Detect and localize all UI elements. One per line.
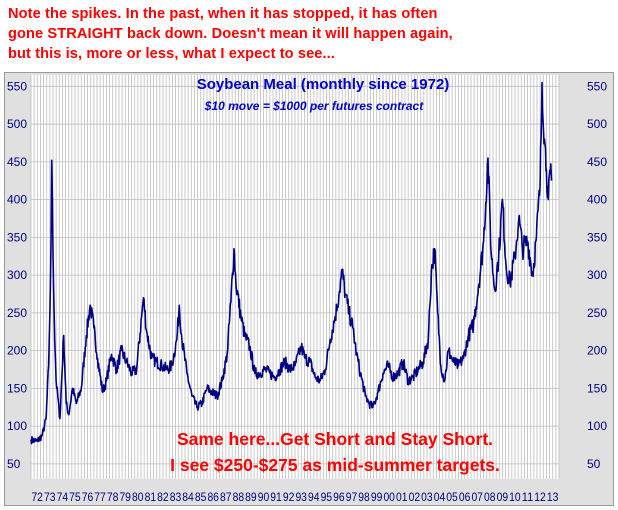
x-tick-label: 10: [509, 490, 521, 504]
x-tick-label: 07: [471, 490, 483, 504]
note-line-3: but this is, more or less, what I expect…: [8, 46, 335, 62]
y-tick-label-right: 300: [587, 268, 607, 282]
note-line-2: gone STRAIGHT back down. Doesn't mean it…: [8, 26, 453, 42]
grid: [30, 75, 560, 479]
x-tick-label: 95: [321, 490, 333, 504]
annotation-line-1: Same here...Get Short and Stay Short.: [177, 429, 493, 449]
y-tick-label-right: 450: [587, 155, 607, 169]
x-tick-label: 01: [396, 490, 408, 504]
chart-subtitle: $10 move = $1000 per futures contract: [204, 99, 424, 113]
x-tick-label: 80: [132, 490, 144, 504]
y-ticks-left: 50 100 150 200 250 300 350 400 450 500 550: [7, 79, 27, 471]
y-tick-label-left: 100: [7, 419, 27, 433]
x-ticks: 72 73 74 75 76 77 78 79 80 81 82 83 84 85 86 87 88 89 90 91…: [31, 490, 558, 504]
x-tick-label: 72: [31, 490, 43, 504]
x-tick-label: 08: [484, 490, 496, 504]
y-tick-label-left: 450: [7, 155, 27, 169]
x-tick-label: 00: [383, 490, 395, 504]
x-tick-label: 13: [547, 490, 559, 504]
x-tick-label: 92: [283, 490, 295, 504]
y-tick-label-left: 150: [7, 381, 27, 395]
x-tick-label: 78: [107, 490, 119, 504]
x-tick-label: 93: [295, 490, 307, 504]
y-tick-label-right: 500: [587, 117, 607, 131]
x-tick-label: 91: [270, 490, 282, 504]
annotation-line-2: I see $250-$275 as mid-summer targets.: [170, 455, 500, 475]
y-tick-label-left: 500: [7, 117, 27, 131]
x-tick-label: 98: [358, 490, 370, 504]
x-tick-label: 88: [233, 490, 245, 504]
y-tick-label-left: 200: [7, 344, 27, 358]
y-tick-label-right: 250: [587, 306, 607, 320]
x-tick-label: 76: [82, 490, 94, 504]
x-tick-label: 94: [308, 490, 320, 504]
y-tick-label-right: 550: [587, 79, 607, 93]
x-tick-label: 03: [421, 490, 433, 504]
x-tick-label: 99: [371, 490, 383, 504]
x-tick-label: 89: [245, 490, 257, 504]
x-tick-label: 74: [57, 490, 69, 504]
y-tick-label-left: 50: [7, 457, 21, 471]
x-tick-label: 96: [333, 490, 345, 504]
y-ticks-right: 50 100 150 200 250 300 350 400 450 500 550: [587, 79, 607, 471]
y-tick-label-right: 50: [587, 457, 601, 471]
x-tick-label: 86: [207, 490, 219, 504]
y-tick-label-right: 400: [587, 193, 607, 207]
x-tick-label: 83: [170, 490, 182, 504]
x-tick-label: 84: [182, 490, 194, 504]
x-tick-label: 79: [119, 490, 131, 504]
x-tick-label: 12: [534, 490, 546, 504]
x-tick-label: 11: [522, 490, 534, 504]
y-tick-label-right: 200: [587, 344, 607, 358]
y-tick-label-left: 350: [7, 230, 27, 244]
y-tick-label-left: 400: [7, 193, 27, 207]
y-tick-label-left: 550: [7, 79, 27, 93]
x-tick-label: 09: [497, 490, 509, 504]
y-tick-label-right: 150: [587, 381, 607, 395]
x-tick-label: 05: [446, 490, 458, 504]
x-tick-label: 77: [94, 490, 106, 504]
note-line-1: Note the spikes. In the past, when it ha…: [8, 6, 438, 22]
y-tick-label-right: 350: [587, 230, 607, 244]
x-tick-label: 90: [258, 490, 270, 504]
x-tick-label: 82: [157, 490, 169, 504]
y-tick-label-right: 100: [587, 419, 607, 433]
x-tick-label: 04: [434, 490, 446, 504]
y-tick-label-left: 300: [7, 268, 27, 282]
chart-title: Soybean Meal (monthly since 1972): [197, 76, 450, 93]
x-tick-label: 02: [409, 490, 421, 504]
chart-frame: 50 100 150 200 250 300 350 400 450 500 550 50 100 15…: [4, 72, 614, 506]
x-tick-label: 75: [69, 490, 81, 504]
note-text: Note the spikes. In the past, when it ha…: [8, 4, 612, 64]
x-tick-label: 06: [459, 490, 471, 504]
x-tick-label: 81: [145, 490, 157, 504]
y-tick-label-left: 250: [7, 306, 27, 320]
series-line: [30, 81, 553, 445]
x-tick-label: 97: [346, 490, 358, 504]
x-tick-label: 85: [195, 490, 207, 504]
x-tick-label: 87: [220, 490, 232, 504]
x-tick-label: 73: [44, 490, 56, 504]
